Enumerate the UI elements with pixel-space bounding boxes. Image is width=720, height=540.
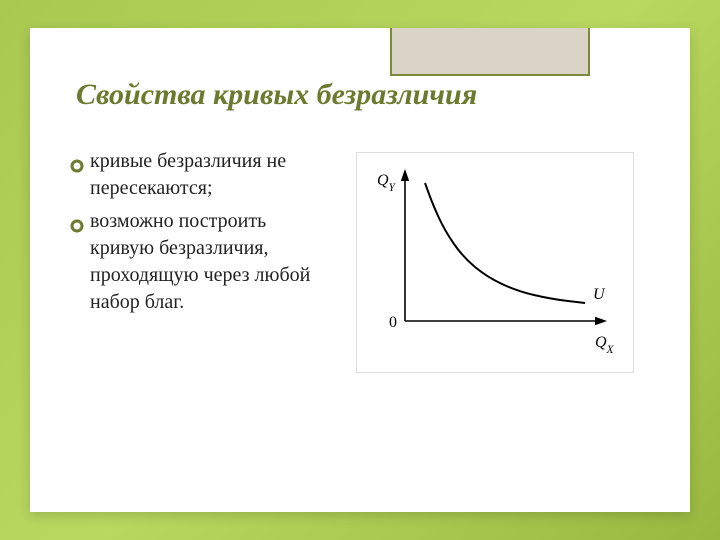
svg-text:QX: QX xyxy=(595,334,615,356)
content-row: кривые безразличия не пересекаются; возм… xyxy=(70,148,650,373)
slide-title: Свойства кривых безразличия xyxy=(70,78,650,112)
bullet-item: кривые безразличия не пересекаются; xyxy=(70,148,320,202)
bullet-list: кривые безразличия не пересекаются; возм… xyxy=(70,148,320,322)
ring-bullet-icon xyxy=(70,214,84,241)
ring-bullet-icon xyxy=(70,154,84,181)
svg-text:0: 0 xyxy=(389,314,397,331)
bullet-text: возможно построить кривую безразличия, п… xyxy=(90,208,320,316)
header-decor-block xyxy=(390,28,590,76)
chart-box: QY 0 U QX xyxy=(356,152,634,373)
svg-text:U: U xyxy=(593,286,606,303)
bullet-text: кривые безразличия не пересекаются; xyxy=(90,148,320,202)
chart-area: QY 0 U QX xyxy=(340,148,650,373)
slide-card: Свойства кривых безразличия кривые безра… xyxy=(30,28,690,512)
bullet-item: возможно построить кривую безразличия, п… xyxy=(70,208,320,316)
indifference-curve-chart: QY 0 U QX xyxy=(363,161,623,361)
svg-text:QY: QY xyxy=(377,172,397,194)
